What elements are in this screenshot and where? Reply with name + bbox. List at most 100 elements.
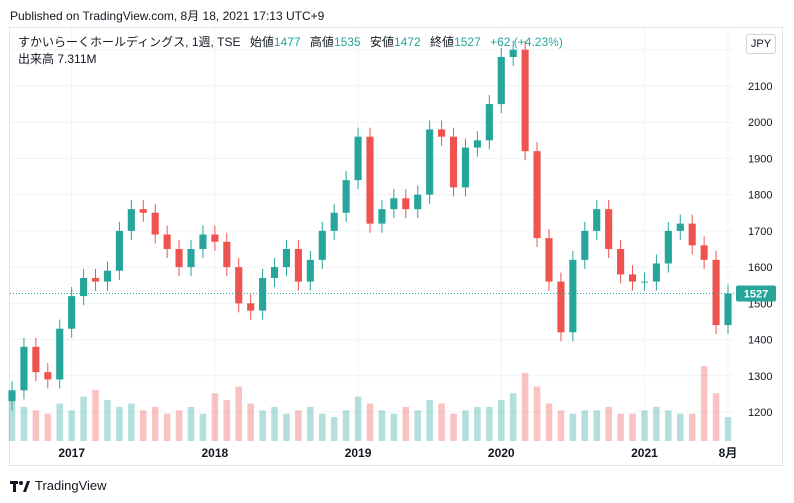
candle-body <box>259 277 267 311</box>
candle-body <box>712 259 720 326</box>
candle-body <box>605 209 613 249</box>
symbol-label: すかいらーくホールディングス, 1週, TSE <box>18 35 241 49</box>
candle-body <box>330 212 338 231</box>
high-label: 高値 <box>309 35 334 49</box>
volume-bar <box>450 413 457 441</box>
candle-body <box>700 245 708 260</box>
candle-body <box>163 234 171 249</box>
volume-bar <box>665 410 672 441</box>
volume-bar <box>199 413 207 441</box>
candle-body <box>44 372 52 380</box>
volume-label: 出来高 <box>18 52 55 66</box>
volume-bar <box>724 417 732 441</box>
candle-body <box>151 212 159 235</box>
ohlc-legend: すかいらーくホールディングス, 1週, TSE 始値1477 高値1535 安値… <box>18 34 563 50</box>
candle-body <box>652 263 660 282</box>
volume-bar <box>712 393 720 441</box>
candle-body <box>8 390 16 402</box>
open-value: 1477 <box>273 35 301 49</box>
y-tick-label: 1400 <box>748 335 772 347</box>
candle-body <box>581 230 589 260</box>
y-tick-label: 1700 <box>748 226 772 238</box>
change-value: +62 (+4.23%) <box>490 35 563 49</box>
volume-bar <box>629 413 636 441</box>
volume-bar <box>295 410 302 441</box>
candle-body <box>103 270 112 282</box>
volume-bar <box>438 403 445 441</box>
chart-frame <box>9 27 783 466</box>
candle-body <box>390 198 398 210</box>
candle-body <box>199 234 207 249</box>
volume-legend: 出来高 7.311M <box>18 51 97 67</box>
candle-body <box>640 281 649 283</box>
volume-bar <box>307 406 314 441</box>
candle-body <box>414 194 422 210</box>
volume-bar <box>378 410 386 441</box>
candle-body <box>235 267 243 304</box>
volume-bar <box>474 406 481 441</box>
volume-bar <box>8 400 16 441</box>
candle-body <box>223 241 231 268</box>
candle-body <box>497 56 505 105</box>
candle-body <box>617 248 625 275</box>
x-tick-label: 2018 <box>202 446 229 460</box>
close-label: 終値 <box>430 35 455 49</box>
candle-body <box>282 248 291 268</box>
open-label: 始値 <box>249 35 274 49</box>
volume-bar <box>462 410 469 441</box>
candle-body <box>533 151 541 239</box>
candle-body <box>593 209 601 231</box>
y-tick-label: 2100 <box>748 81 772 93</box>
candle-body <box>438 129 446 137</box>
candle-body <box>187 248 195 268</box>
volume-bar <box>151 406 159 441</box>
last-price-tag <box>736 285 776 302</box>
volume-bar <box>259 410 266 441</box>
low-value: 1472 <box>394 35 421 49</box>
volume-bar <box>128 403 135 441</box>
volume-bar <box>235 386 242 441</box>
candle-body <box>91 277 100 282</box>
candle-body <box>688 223 696 246</box>
last-price-label: 1527 <box>744 289 768 301</box>
tradingview-logo-icon <box>10 479 30 493</box>
candle-body <box>449 136 458 188</box>
candle-body <box>211 234 219 242</box>
y-tick-label: 1200 <box>748 407 772 419</box>
volume-bar <box>581 410 589 441</box>
candle-body <box>247 303 255 311</box>
published-caption: Published on TradingView.com, 8月 18, 202… <box>10 9 325 23</box>
high-value: 1535 <box>333 35 361 49</box>
volume-bar <box>605 406 612 441</box>
candle-body <box>127 209 135 231</box>
volume-bar <box>557 410 565 441</box>
volume-bar <box>342 410 350 441</box>
candle-body <box>115 230 123 271</box>
currency-button[interactable]: JPY <box>746 34 776 54</box>
volume-bar <box>486 406 493 441</box>
volume-bar <box>593 410 600 441</box>
volume-bar <box>116 406 123 441</box>
footer-brand-label: TradingView <box>35 478 107 493</box>
y-tick-label: 2000 <box>748 117 772 129</box>
candle-body <box>175 248 183 268</box>
candle-body <box>139 209 147 213</box>
y-tick-label: 1600 <box>748 262 772 274</box>
volume-bar <box>247 403 254 441</box>
volume-bar <box>641 410 648 441</box>
volume-bar <box>569 413 577 441</box>
candle-body <box>485 104 493 141</box>
volume-bar <box>319 413 326 441</box>
volume-bar <box>677 413 684 441</box>
footer-brand: TradingView <box>10 478 107 493</box>
candle-body <box>306 259 314 282</box>
y-tick-label: 1300 <box>748 371 772 383</box>
candle-body <box>354 136 362 181</box>
candle-body <box>68 296 76 329</box>
volume-bar <box>223 400 231 441</box>
candle-body <box>557 281 565 333</box>
candle-body <box>473 140 481 148</box>
volume-bar <box>390 413 398 441</box>
volume-bar <box>44 413 52 441</box>
volume-bar <box>92 389 99 441</box>
